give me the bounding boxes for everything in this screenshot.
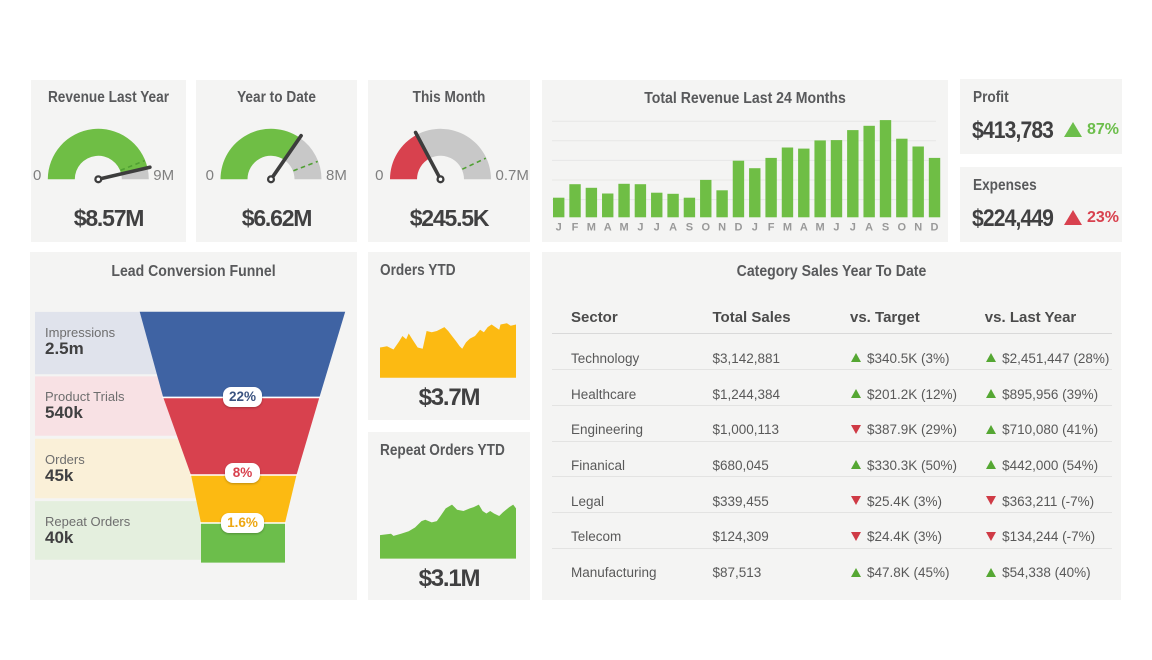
svg-text:F: F — [768, 222, 775, 234]
svg-text:A: A — [800, 222, 808, 234]
svg-text:A: A — [669, 222, 677, 234]
svg-text:M: M — [783, 222, 792, 234]
svg-text:O: O — [898, 222, 907, 234]
svg-text:J: J — [654, 222, 660, 234]
svg-text:N: N — [914, 222, 922, 234]
svg-text:M: M — [587, 222, 596, 234]
svg-text:N: N — [718, 222, 726, 234]
svg-text:J: J — [637, 222, 643, 234]
svg-text:J: J — [556, 222, 562, 234]
svg-text:A: A — [604, 222, 612, 234]
svg-text:M: M — [619, 222, 628, 234]
svg-text:J: J — [833, 222, 839, 234]
svg-text:S: S — [882, 222, 889, 234]
svg-text:M: M — [816, 222, 825, 234]
svg-text:O: O — [701, 222, 710, 234]
svg-text:S: S — [686, 222, 693, 234]
svg-text:J: J — [752, 222, 758, 234]
svg-text:D: D — [931, 222, 939, 234]
svg-text:F: F — [572, 222, 579, 234]
svg-text:A: A — [865, 222, 873, 234]
svg-text:J: J — [850, 222, 856, 234]
svg-text:D: D — [734, 222, 742, 234]
